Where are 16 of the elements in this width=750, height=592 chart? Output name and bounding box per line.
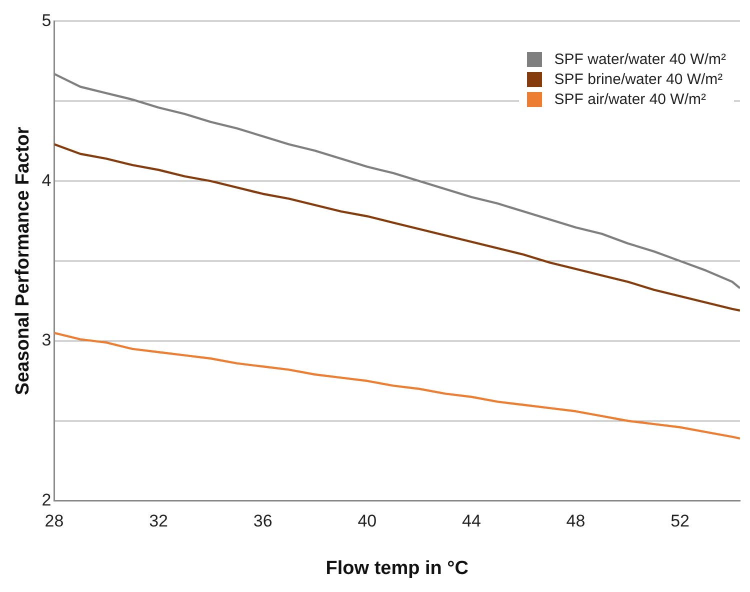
legend-label: SPF air/water 40 W/m²	[554, 91, 706, 108]
y-tick-label: 5	[42, 10, 52, 30]
x-tick-label: 52	[670, 512, 690, 531]
x-tick-label: 36	[253, 512, 272, 531]
x-tick-label: 40	[358, 512, 377, 531]
x-tick-label: 48	[566, 512, 586, 531]
x-tick-label: 28	[44, 512, 64, 531]
x-tick-label: 44	[462, 512, 481, 531]
y-tick-label: 4	[42, 170, 52, 190]
legend-label: SPF water/water 40 W/m²	[554, 51, 726, 68]
x-axis-title: Flow temp in °C	[326, 558, 469, 579]
y-tick-label: 3	[42, 330, 52, 350]
y-tick-label: 2	[42, 490, 52, 510]
y-axis-title: Seasonal Performance Factor	[12, 126, 34, 396]
legend-label: SPF brine/water 40 W/m²	[554, 71, 723, 88]
x-tick-label: 32	[149, 512, 168, 531]
